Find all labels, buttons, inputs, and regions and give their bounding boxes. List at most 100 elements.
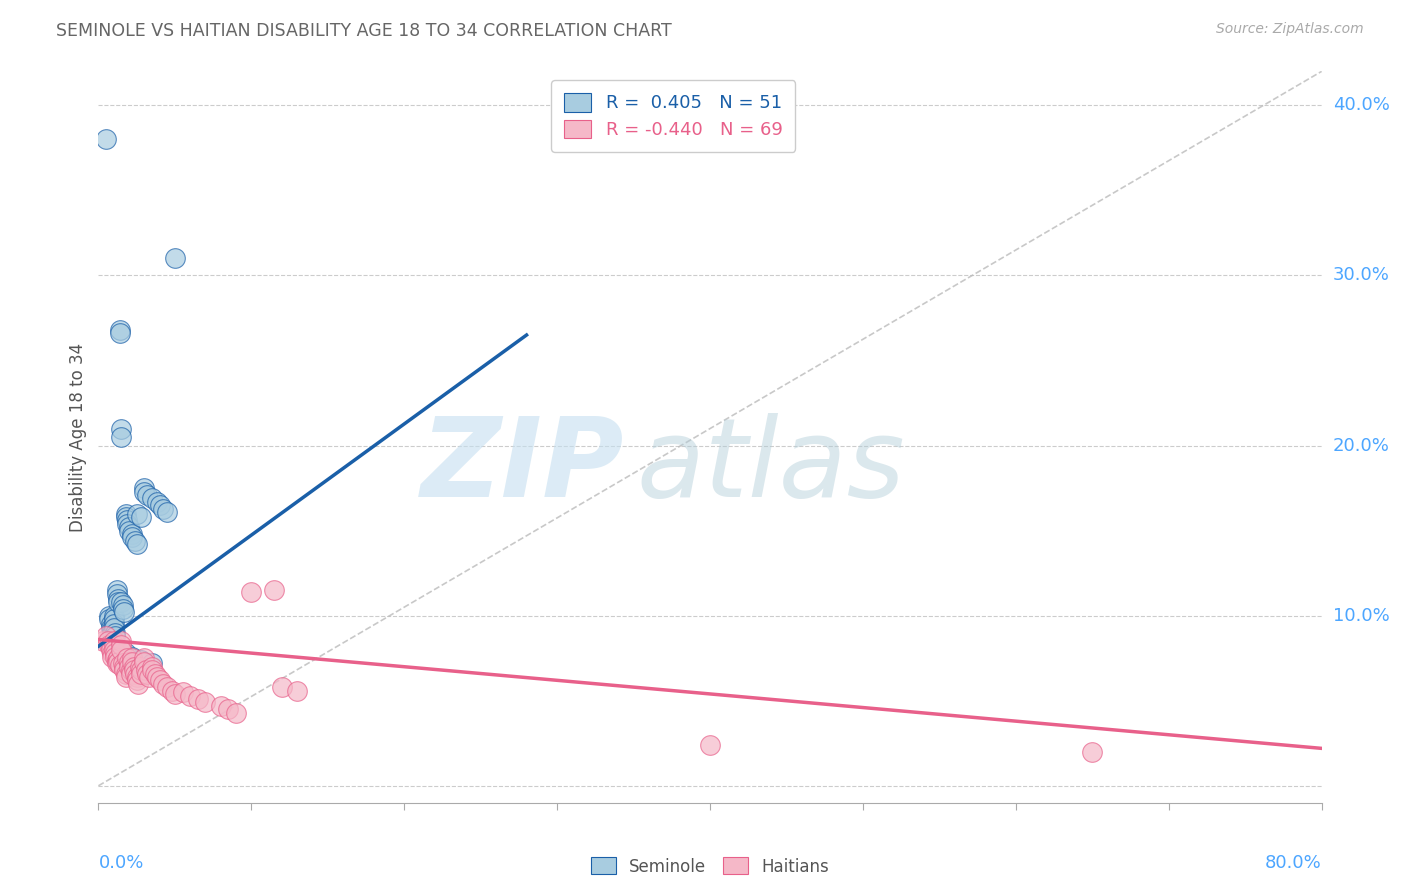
Point	[129, 510, 152, 524]
Point	[103, 612, 125, 626]
Point	[134, 655, 156, 669]
Point	[111, 657, 134, 671]
Text: Source: ZipAtlas.com: Source: ZipAtlas.com	[1216, 22, 1364, 37]
Point	[124, 666, 146, 681]
Point	[209, 698, 232, 713]
Point	[125, 507, 148, 521]
Point	[149, 673, 172, 688]
Point	[101, 625, 124, 640]
Point	[107, 655, 129, 669]
Point	[118, 524, 141, 538]
Point	[115, 510, 138, 524]
Point	[110, 634, 132, 648]
Point	[110, 642, 132, 657]
Point	[103, 621, 125, 635]
Point	[110, 595, 132, 609]
Point	[107, 651, 129, 665]
Point	[118, 659, 141, 673]
Point	[115, 646, 138, 660]
Point	[121, 651, 143, 665]
Point	[98, 612, 121, 626]
Point	[120, 663, 142, 677]
Point	[103, 638, 125, 652]
Point	[118, 520, 141, 534]
Point	[94, 132, 117, 146]
Text: 30.0%: 30.0%	[1333, 267, 1389, 285]
Legend: Seminole, Haitians: Seminole, Haitians	[585, 851, 835, 882]
Point	[141, 663, 163, 677]
Point	[136, 488, 159, 502]
Point	[98, 608, 121, 623]
Point	[141, 659, 163, 673]
Text: 80.0%: 80.0%	[1265, 854, 1322, 872]
Point	[112, 659, 135, 673]
Point	[217, 702, 239, 716]
Point	[225, 706, 247, 720]
Point	[104, 649, 127, 664]
Point	[101, 622, 124, 636]
Point	[141, 491, 163, 506]
Point	[127, 677, 149, 691]
Text: 40.0%: 40.0%	[1333, 96, 1389, 114]
Point	[115, 507, 138, 521]
Point	[163, 252, 186, 266]
Text: 20.0%: 20.0%	[1333, 436, 1389, 455]
Point	[270, 680, 292, 694]
Point	[125, 673, 148, 688]
Point	[105, 642, 128, 657]
Point	[105, 657, 128, 671]
Point	[152, 501, 174, 516]
Point	[121, 649, 143, 664]
Point	[117, 516, 139, 531]
Point	[263, 583, 285, 598]
Text: 10.0%: 10.0%	[1333, 607, 1389, 624]
Point	[105, 653, 128, 667]
Point	[108, 323, 131, 337]
Point	[98, 638, 121, 652]
Point	[128, 659, 150, 673]
Point	[105, 583, 128, 598]
Point	[108, 658, 131, 673]
Point	[136, 666, 159, 681]
Point	[103, 608, 125, 623]
Point	[104, 625, 127, 640]
Point	[129, 663, 152, 677]
Point	[104, 646, 127, 660]
Point	[110, 638, 132, 652]
Point	[172, 685, 194, 699]
Point	[121, 527, 143, 541]
Point	[101, 649, 124, 664]
Point	[179, 689, 201, 703]
Point	[91, 634, 114, 648]
Point	[194, 695, 217, 709]
Point	[101, 646, 124, 660]
Point	[145, 494, 167, 508]
Text: atlas: atlas	[637, 413, 905, 520]
Text: SEMINOLE VS HAITIAN DISABILITY AGE 18 TO 34 CORRELATION CHART: SEMINOLE VS HAITIAN DISABILITY AGE 18 TO…	[56, 22, 672, 40]
Point	[117, 513, 139, 527]
Point	[1081, 745, 1104, 759]
Point	[117, 651, 139, 665]
Point	[112, 605, 135, 619]
Point	[110, 421, 132, 435]
Point	[135, 663, 157, 677]
Point	[111, 602, 134, 616]
Point	[120, 666, 142, 681]
Point	[100, 640, 122, 654]
Point	[103, 634, 125, 648]
Y-axis label: Disability Age 18 to 34: Disability Age 18 to 34	[69, 343, 87, 532]
Point	[121, 655, 143, 669]
Point	[152, 677, 174, 691]
Point	[187, 692, 209, 706]
Point	[156, 680, 179, 694]
Point	[107, 595, 129, 609]
Point	[105, 586, 128, 600]
Point	[100, 617, 122, 632]
Point	[699, 738, 721, 752]
Point	[111, 599, 134, 613]
Point	[134, 651, 156, 665]
Point	[115, 670, 138, 684]
Point	[112, 663, 135, 677]
Point	[163, 687, 186, 701]
Point	[145, 670, 167, 684]
